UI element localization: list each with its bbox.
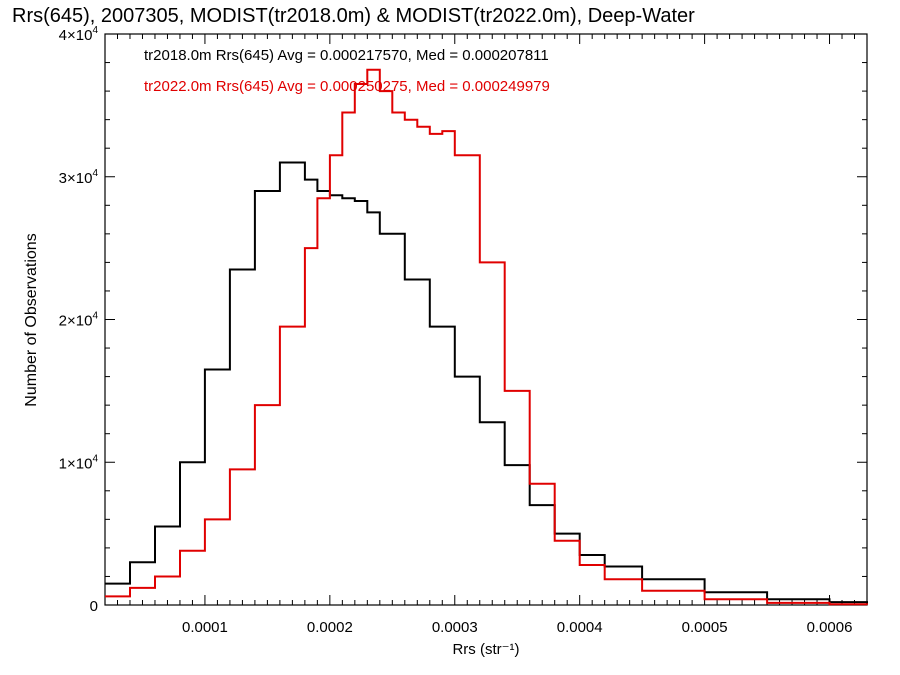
series-line-tr2022.0m xyxy=(105,68,868,606)
y-tick-label: 2×104 xyxy=(59,311,99,330)
x-tick-label: 0.0005 xyxy=(682,619,728,636)
y-tick-label: 0 xyxy=(90,598,98,615)
series-stats-tr2018: tr2018.0m Rrs(645) Avg = 0.000217570, Me… xyxy=(144,47,549,64)
x-tick-label: 0.0002 xyxy=(307,619,353,636)
x-tick-label: 0.0001 xyxy=(182,619,228,636)
series-stats-tr2022: tr2022.0m Rrs(645) Avg = 0.000250275, Me… xyxy=(144,78,550,95)
x-axis-label: Rrs (str⁻¹) xyxy=(452,641,519,658)
x-axis-tick-labels: 0.0001 0.0002 0.0003 0.0004 0.0005 0.0006 xyxy=(182,619,852,636)
x-tick-label: 0.0004 xyxy=(557,619,603,636)
chart-title: Rrs(645), 2007305, MODIST(tr2018.0m) & M… xyxy=(12,5,695,27)
y-tick-label: 4×104 xyxy=(59,25,99,44)
x-tick-label: 0.0003 xyxy=(432,619,478,636)
y-axis-tick-labels: 0 1×104 2×104 3×104 4×104 xyxy=(59,25,99,615)
y-axis-label: Number of Observations xyxy=(23,233,40,406)
y-tick-label: 1×104 xyxy=(59,453,99,472)
series-line-tr2018.0m xyxy=(105,161,868,604)
series-layer xyxy=(105,68,868,606)
y-tick-label: 3×104 xyxy=(59,168,99,187)
x-tick-label: 0.0006 xyxy=(807,619,853,636)
